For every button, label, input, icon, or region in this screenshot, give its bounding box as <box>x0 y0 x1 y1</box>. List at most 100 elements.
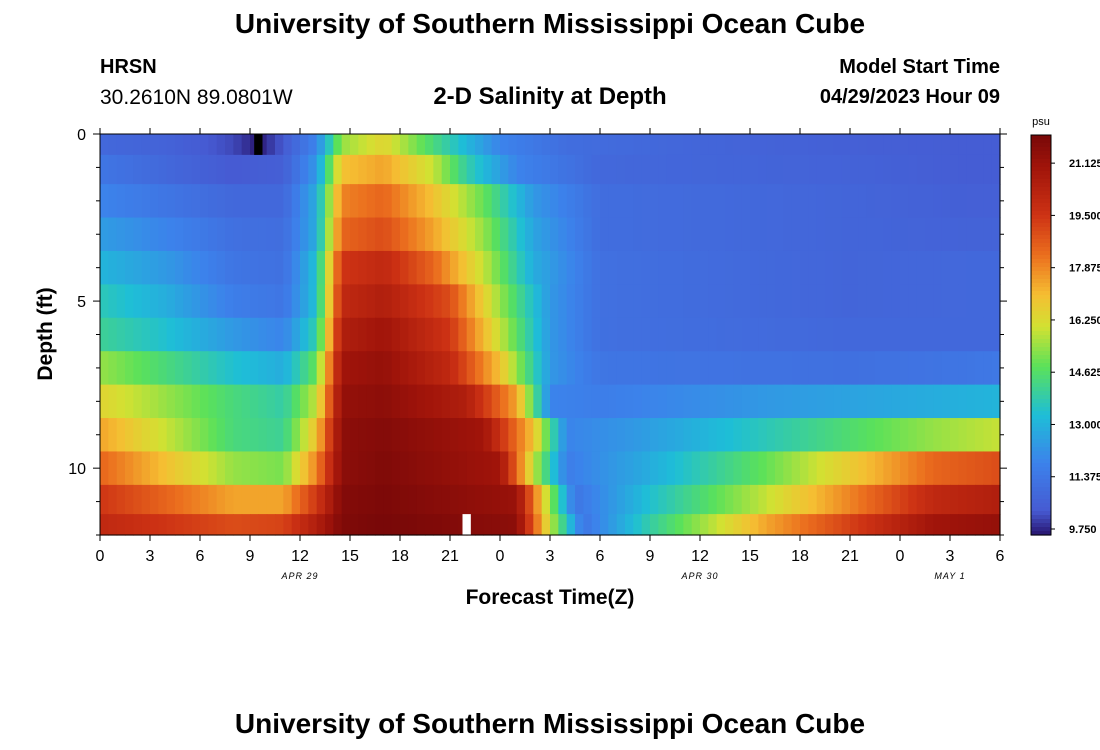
heatmap-cell <box>683 418 693 453</box>
heatmap-cell <box>500 418 509 453</box>
heatmap-cell <box>933 217 943 252</box>
heatmap-cell <box>350 154 359 185</box>
heatmap-cell <box>625 184 634 219</box>
heatmap-cell <box>408 184 418 219</box>
heatmap-cell <box>891 514 901 536</box>
colorbar-step <box>1031 143 1051 148</box>
heatmap-cell <box>633 384 643 419</box>
heatmap-cell <box>908 184 918 219</box>
heatmap-cell <box>958 317 968 352</box>
heatmap-cell <box>600 351 609 386</box>
heatmap-cell <box>841 250 851 285</box>
heatmap-cell <box>308 217 318 252</box>
heatmap-cell <box>791 514 801 536</box>
heatmap-cell <box>491 217 501 252</box>
heatmap-cell <box>900 134 909 156</box>
heatmap-cell <box>925 418 934 453</box>
heatmap-cell <box>725 484 734 515</box>
colorbar-step <box>1031 327 1051 332</box>
heatmap-cell <box>483 284 493 319</box>
colorbar-tick-label: 9.750 <box>1069 524 1097 536</box>
heatmap-cell <box>425 514 434 536</box>
heatmap-cell <box>258 384 268 419</box>
heatmap-cell <box>975 250 984 285</box>
heatmap-cell <box>908 250 918 285</box>
heatmap-cell <box>775 217 784 252</box>
heatmap-cell <box>983 217 993 252</box>
heatmap-cell <box>450 384 459 419</box>
heatmap-cell <box>816 451 826 486</box>
heatmap-cell <box>633 250 643 285</box>
heatmap-cell <box>325 284 334 319</box>
heatmap-cell <box>191 217 201 252</box>
heatmap-cell <box>725 184 734 219</box>
heatmap-cell <box>658 250 668 285</box>
heatmap-cell <box>641 217 651 252</box>
heatmap-cell <box>225 217 234 252</box>
x-tick-label: 18 <box>391 548 409 565</box>
heatmap-cell <box>225 418 234 453</box>
colorbar-step <box>1031 295 1051 300</box>
heatmap-cell <box>758 484 768 515</box>
heatmap-cell <box>133 484 143 515</box>
heatmap-cell <box>733 351 743 386</box>
heatmap-cell <box>808 250 818 285</box>
heatmap-cell <box>441 351 451 386</box>
heatmap-cell <box>633 284 643 319</box>
heatmap-cell <box>558 217 568 252</box>
heatmap-cell <box>666 384 676 419</box>
heatmap-cell <box>591 184 601 219</box>
heatmap-cell <box>816 514 826 536</box>
heatmap-cell <box>441 418 451 453</box>
heatmap-cell <box>616 184 626 219</box>
heatmap-cell <box>583 317 593 352</box>
heatmap-cell <box>758 250 768 285</box>
heatmap-cell <box>875 284 884 319</box>
colorbar-step <box>1031 291 1051 296</box>
heatmap-cell <box>808 451 818 486</box>
heatmap-cell <box>875 418 884 453</box>
colorbar-step <box>1031 387 1051 392</box>
heatmap-cell <box>200 184 209 219</box>
heatmap-cell <box>733 134 743 156</box>
heatmap-cell <box>300 134 309 156</box>
heatmap-cell <box>775 184 784 219</box>
heatmap-cell <box>108 184 118 219</box>
heatmap-cell <box>591 134 601 156</box>
heatmap-cell <box>625 384 634 419</box>
heatmap-cell <box>308 284 318 319</box>
heatmap-cell <box>850 284 859 319</box>
heatmap-cell <box>741 284 751 319</box>
heatmap-cell <box>250 317 259 352</box>
heatmap-cell <box>283 384 293 419</box>
heatmap-cell <box>766 134 776 156</box>
heatmap-cell <box>166 317 176 352</box>
heatmap-cell <box>266 384 276 419</box>
heatmap-cell <box>908 217 918 252</box>
heatmap-cell <box>241 284 251 319</box>
colorbar-step <box>1031 483 1051 488</box>
heatmap-cell <box>675 184 684 219</box>
heatmap-cell <box>233 184 243 219</box>
heatmap-cell <box>341 384 351 419</box>
heatmap-cell <box>175 451 184 486</box>
heatmap-cell <box>575 514 584 536</box>
heatmap-cell <box>608 514 618 536</box>
heatmap-cell <box>550 250 559 285</box>
heatmap-cell <box>500 217 509 252</box>
heatmap-cell <box>616 317 626 352</box>
heatmap-cell <box>966 154 976 185</box>
heatmap-cell <box>791 384 801 419</box>
heatmap-cell <box>675 284 684 319</box>
heatmap-cell <box>225 317 234 352</box>
heatmap-cell <box>600 317 609 352</box>
heatmap-cell <box>366 317 376 352</box>
colorbar-step <box>1031 475 1051 480</box>
heatmap-cell <box>266 217 276 252</box>
colorbar-step <box>1031 367 1051 372</box>
heatmap-cell <box>500 250 509 285</box>
colorbar-step <box>1031 343 1051 348</box>
heatmap-cell <box>316 484 326 515</box>
heatmap-cell <box>150 484 159 515</box>
colorbar-step <box>1031 515 1051 520</box>
